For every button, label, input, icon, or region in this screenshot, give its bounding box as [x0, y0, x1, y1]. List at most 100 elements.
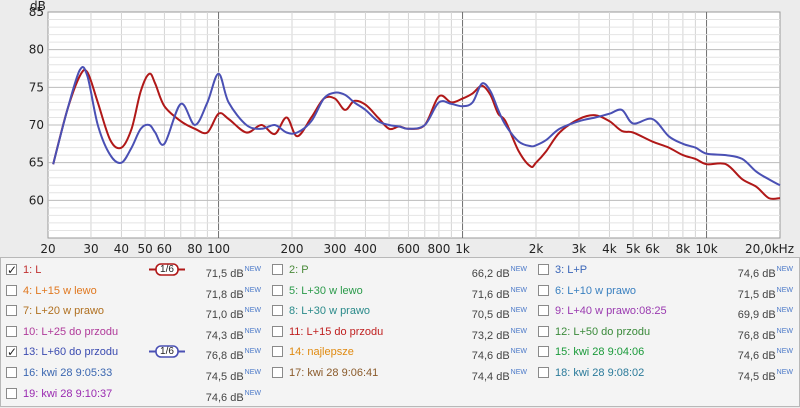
legend-item[interactable]: 16: kwi 28 9:05:33 74,5 dBNEW	[1, 363, 267, 383]
legend-item[interactable]: 17: kwi 28 9:06:41 74,4 dBNEW	[267, 363, 533, 383]
legend-item[interactable]: 13: L+60 do przodu 1/6 76,8 dBNEW	[1, 342, 267, 362]
legend-value-text: 76,8 dB	[737, 329, 776, 342]
new-badge: NEW	[510, 266, 527, 273]
x-tick-label: 800	[427, 242, 450, 256]
legend-checkbox[interactable]	[538, 325, 549, 337]
legend-item[interactable]: 15: kwi 28 9:04:06 74,6 dBNEW	[533, 342, 799, 362]
x-tick-label: 400	[354, 242, 377, 256]
legend-value: 71,8 dBNEW	[206, 281, 261, 305]
legend-checkbox[interactable]	[6, 305, 17, 317]
legend-label: 17: kwi 28 9:06:41	[289, 367, 379, 379]
legend-value: 70,5 dBNEW	[472, 301, 527, 325]
legend-label: 6: L+10 w prawo	[555, 284, 637, 297]
legend-checkbox[interactable]	[272, 346, 283, 358]
legend-checkbox[interactable]	[272, 305, 283, 317]
legend-value: 71,6 dBNEW	[472, 281, 527, 305]
legend-value-text: 69,9 dB	[737, 309, 776, 322]
legend-value-text: 74,6 dB	[471, 350, 510, 363]
legend-value: 71,5 dBNEW	[206, 260, 261, 284]
legend-item[interactable]: 5: L+30 w lewo 71,6 dBNEW	[267, 281, 533, 301]
legend-value: 76,8 dBNEW	[206, 342, 261, 366]
x-axis-labels: 20 30 40 50 60 80 100 200 300 400 600 800 1k 2k 3k 4k 5k…	[40, 242, 794, 256]
legend-checkbox[interactable]	[538, 305, 549, 317]
legend-label: 1: L	[23, 264, 42, 276]
legend-checkbox[interactable]	[6, 260, 17, 280]
legend-value-text: 74,6 dB	[737, 350, 776, 363]
legend-checkbox[interactable]	[538, 264, 549, 275]
x-tick-label: 5k	[626, 242, 641, 256]
legend-item[interactable]: 18: kwi 28 9:08:02 74,5 dBNEW	[533, 363, 799, 383]
y-tick-label: 60	[29, 193, 44, 207]
new-badge: NEW	[510, 286, 527, 294]
legend-item[interactable]: 2: P 66,2 dBNEW	[267, 260, 533, 280]
legend-value-text: 71,0 dB	[205, 309, 244, 322]
legend-value-text: 76,8 dB	[205, 350, 244, 363]
legend-value: 74,6 dBNEW	[472, 342, 527, 366]
x-tick-label: 50	[137, 242, 152, 256]
x-tick-label: 6k	[645, 242, 660, 256]
legend-value-text: 74,3 dB	[205, 329, 244, 342]
legend-value: 74,6 dBNEW	[738, 260, 793, 284]
legend-label: 10: L+25 do przodu	[23, 325, 119, 338]
legend-checkbox[interactable]	[272, 367, 283, 378]
smoothing-label: 1/6	[160, 264, 174, 275]
legend-value-text: 74,6 dB	[737, 268, 776, 280]
legend-label: 3: L+P	[555, 264, 588, 276]
legend-label: 13: L+60 do przodu	[23, 346, 119, 359]
x-tick-label: 40	[114, 242, 129, 256]
x-tick-label: 80	[187, 242, 202, 256]
series-layer	[52, 66, 781, 200]
smoothing-label: 1/6	[160, 346, 174, 358]
legend-item[interactable]: 1: L 1/6 71,5 dBNEW	[1, 260, 267, 280]
x-tick-label: 1k	[455, 242, 470, 256]
legend-item[interactable]: 9: L+40 w prawo:08:25 69,9 dBNEW	[533, 301, 799, 321]
y-tick-label: 75	[29, 80, 44, 94]
legend-checkbox[interactable]	[6, 342, 17, 362]
legend-value: 71,5 dBNEW	[738, 281, 793, 305]
legend-checkbox[interactable]	[538, 346, 549, 358]
legend-value: 73,2 dBNEW	[472, 322, 527, 346]
legend-checkbox[interactable]	[538, 284, 549, 296]
legend-value-text: 70,5 dB	[471, 309, 510, 322]
legend-checkbox[interactable]	[538, 367, 549, 378]
legend-label: 11: L+15 do przodu	[289, 325, 384, 338]
smoothing-indicator[interactable]: 1/6	[149, 263, 185, 276]
legend-label: 5: L+30 w lewo	[289, 284, 363, 297]
legend-value: 76,8 dBNEW	[738, 322, 793, 346]
legend-item[interactable]: 19: kwi 28 9:10:37 74,6 dBNEW	[1, 384, 267, 404]
legend-checkbox[interactable]	[6, 367, 17, 378]
legend-value-text: 71,6 dB	[471, 288, 510, 301]
legend-item[interactable]: 7: L+20 w prawo 71,0 dBNEW	[1, 301, 267, 321]
new-badge: NEW	[510, 369, 527, 376]
legend-item[interactable]: 12: L+50 do przodu 76,8 dBNEW	[533, 322, 799, 342]
legend-value: 66,2 dBNEW	[472, 260, 527, 284]
smoothing-indicator[interactable]: 1/6	[149, 345, 185, 359]
x-tick-label: 60	[157, 242, 172, 256]
legend-checkbox[interactable]	[6, 284, 17, 296]
legend-value-text: 74,6 dB	[205, 391, 244, 404]
legend-value: 74,4 dBNEW	[472, 363, 527, 387]
frequency-response-chart[interactable]: 60 65 70 75 80 85 20 30 40 50 60 80 100 200 300 400 600…	[0, 0, 800, 256]
new-badge: NEW	[244, 348, 261, 356]
new-badge: NEW	[244, 307, 261, 315]
y-tick-label: 80	[29, 43, 44, 57]
legend-label: 2: P	[289, 264, 309, 276]
legend-checkbox[interactable]	[6, 325, 17, 337]
legend-checkbox[interactable]	[272, 264, 283, 275]
legend-item[interactable]: 6: L+10 w prawo 71,5 dBNEW	[533, 281, 799, 301]
legend-item[interactable]: 3: L+P 74,6 dBNEW	[533, 260, 799, 280]
legend-item[interactable]: 4: L+15 w lewo 71,8 dBNEW	[1, 281, 267, 301]
legend-item[interactable]: 10: L+25 do przodu 74,3 dBNEW	[1, 322, 267, 342]
legend-checkbox[interactable]	[6, 387, 17, 399]
new-badge: NEW	[776, 327, 793, 335]
x-tick-label: 300	[324, 242, 347, 256]
legend-item[interactable]: 14: najlepsze 74,6 dBNEW	[267, 342, 533, 362]
y-tick-label: 85	[29, 5, 44, 19]
x-tick-label: 30	[83, 242, 98, 256]
legend-checkbox[interactable]	[272, 284, 283, 296]
legend-item[interactable]: 8: L+30 w prawo 70,5 dBNEW	[267, 301, 533, 321]
legend-checkbox[interactable]	[272, 325, 283, 337]
legend-item[interactable]: 11: L+15 do przodu 73,2 dBNEW	[267, 322, 533, 342]
legend-value-text: 71,5 dB	[205, 268, 244, 280]
new-badge: NEW	[776, 307, 793, 315]
